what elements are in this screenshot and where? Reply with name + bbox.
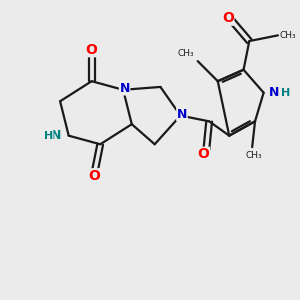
Text: O: O	[88, 169, 101, 183]
Text: O: O	[86, 43, 98, 57]
Text: N: N	[269, 86, 280, 99]
Text: N: N	[119, 82, 130, 95]
Text: O: O	[222, 11, 234, 25]
Text: H: H	[281, 88, 290, 98]
Text: N: N	[51, 129, 62, 142]
Text: O: O	[197, 147, 209, 161]
Text: H: H	[44, 131, 53, 141]
Text: CH₃: CH₃	[245, 151, 262, 160]
Text: CH₃: CH₃	[279, 31, 296, 40]
Text: N: N	[177, 108, 187, 121]
Text: CH₃: CH₃	[178, 49, 194, 58]
